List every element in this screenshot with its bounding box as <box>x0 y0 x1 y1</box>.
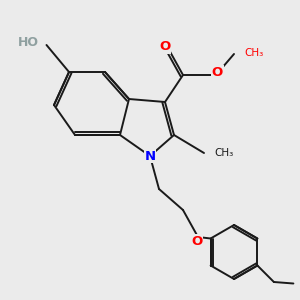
Text: N: N <box>144 149 156 163</box>
Text: CH₃: CH₃ <box>244 47 264 58</box>
Text: HO: HO <box>18 36 39 49</box>
Text: O: O <box>212 65 223 79</box>
Text: O: O <box>159 40 171 53</box>
Text: CH₃: CH₃ <box>214 148 234 158</box>
Text: O: O <box>191 235 202 248</box>
